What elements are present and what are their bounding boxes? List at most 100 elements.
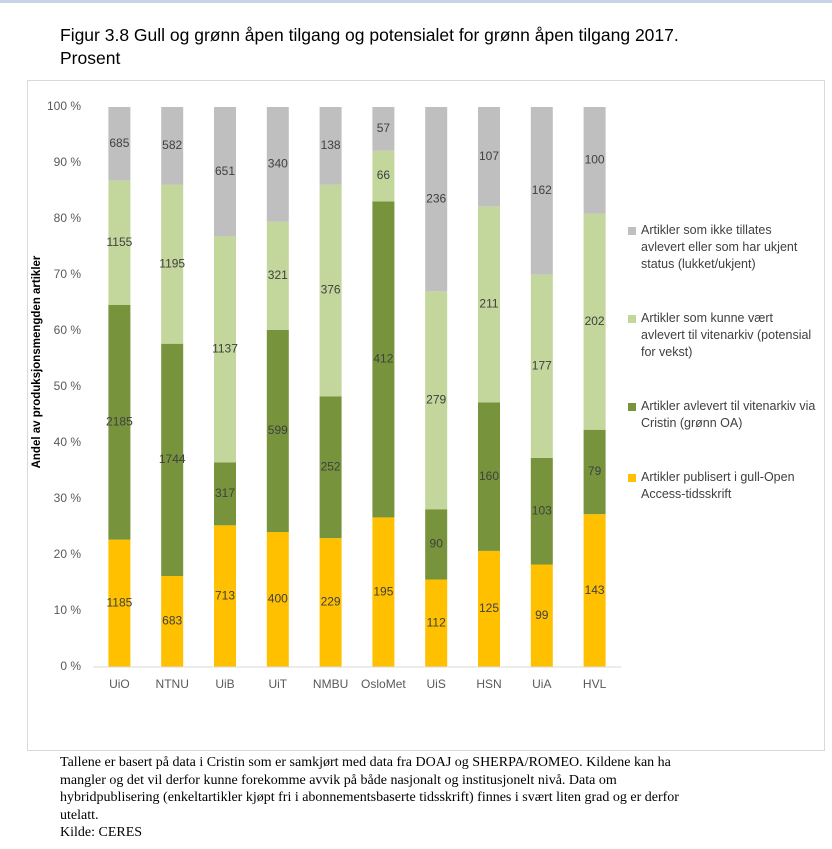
legend-swatch (628, 315, 636, 323)
data-label: 340 (268, 157, 288, 171)
data-label: 195 (373, 584, 393, 598)
data-label: 90 (430, 537, 444, 551)
bar-segment (214, 107, 236, 237)
data-label: 229 (321, 595, 341, 609)
data-label: 125 (479, 601, 499, 615)
bar-segment (530, 457, 553, 565)
y-tick-label: 60 % (54, 323, 82, 337)
legend-label: Artikler som ikke tillates avlevert elle… (641, 223, 798, 271)
x-tick-label: NMBU (313, 677, 348, 691)
bar-segment (583, 429, 606, 515)
data-label: 66 (377, 168, 391, 182)
bar-segment (583, 514, 606, 667)
data-label: 112 (427, 615, 446, 629)
data-label: 138 (321, 138, 341, 152)
note-line: hybridpublisering (enkeltartikler kjøpt … (60, 790, 679, 805)
bar-segment (319, 538, 342, 667)
bar-segment (530, 107, 553, 275)
bar-segment (425, 579, 448, 667)
legend-item: Artikler som kunne vært avlevert til vit… (628, 310, 818, 361)
data-label: 236 (426, 191, 446, 205)
bar-segment (214, 236, 236, 463)
bar-segment (161, 343, 184, 577)
data-label: 211 (479, 297, 498, 311)
x-tick-label: UiB (215, 677, 234, 691)
y-tick-label: 50 % (54, 379, 82, 393)
bar-segment (214, 462, 236, 526)
legend-swatch (628, 227, 636, 235)
y-tick-label: 80 % (54, 211, 82, 225)
bar-segment (161, 184, 184, 344)
note-line: Tallene er basert på data i Cristin som … (60, 755, 671, 770)
bar-segment (319, 396, 342, 539)
data-label: 1744 (159, 452, 186, 466)
top-edge (0, 0, 832, 3)
y-tick-label: 70 % (54, 267, 82, 281)
data-label: 1137 (212, 342, 238, 356)
data-label: 685 (109, 136, 129, 150)
chart-title: Figur 3.8 Gull og grønn åpen tilgang og … (60, 24, 679, 70)
bar-segment (372, 201, 395, 518)
data-label: 412 (373, 352, 393, 366)
title-line: Figur 3.8 Gull og grønn åpen tilgang og … (60, 25, 679, 45)
bar-segment (108, 539, 131, 667)
data-label: 1195 (159, 256, 185, 270)
title-line: Prosent (60, 48, 121, 68)
data-label: 57 (377, 121, 391, 135)
y-axis-title: Andel av produksjonsmengden artikler (31, 255, 43, 468)
bar-segment (108, 304, 131, 540)
bar-segment (478, 206, 500, 403)
legend-item: Artikler avlevert til vitenarkiv via Cri… (628, 398, 818, 432)
bar-segment (372, 517, 395, 667)
y-tick-label: 20 % (54, 547, 82, 561)
bar-segment (425, 509, 448, 580)
data-label: 160 (479, 469, 499, 483)
footnote: Tallene er basert på data i Cristin som … (60, 754, 679, 842)
data-label: 279 (426, 392, 446, 406)
bar-segment (372, 150, 395, 202)
note-line: mangler og det vil derfor kunne forekomm… (60, 772, 617, 788)
data-label: 317 (215, 486, 235, 500)
x-tick-label: UiS (427, 677, 446, 691)
data-label: 107 (479, 149, 499, 163)
x-tick-label: UiT (268, 677, 287, 691)
bar-segment (214, 525, 236, 667)
data-label: 99 (535, 608, 549, 622)
legend: Artikler som ikke tillates avlevert elle… (628, 222, 818, 503)
note-line: utelatt. (60, 807, 99, 823)
bar-segment (266, 532, 289, 667)
y-tick-label: 40 % (54, 435, 82, 449)
x-tick-label: HVL (583, 677, 607, 691)
data-label: 2185 (106, 414, 133, 428)
bar-segment (530, 274, 553, 458)
bar-segment (266, 107, 289, 222)
bar-segment (478, 107, 500, 207)
x-tick-label: NTNU (156, 677, 189, 691)
y-tick-label: 90 % (54, 155, 82, 169)
data-label: 582 (162, 138, 182, 152)
data-label: 103 (532, 503, 552, 517)
chart-frame (27, 80, 825, 751)
data-label: 651 (215, 164, 235, 178)
bar-segment (583, 107, 606, 214)
legend-label: Artikler som kunne vært avlevert til vit… (641, 311, 812, 359)
bar-segment (372, 107, 395, 151)
bar-segment (266, 221, 289, 330)
bar-segment (583, 213, 606, 430)
y-tick-label: 100 % (47, 99, 81, 113)
data-label: 713 (215, 588, 235, 602)
data-label: 100 (585, 153, 605, 167)
data-label: 252 (321, 459, 341, 473)
data-label: 79 (588, 464, 602, 478)
x-tick-label: UiO (109, 677, 130, 691)
legend-swatch (628, 474, 636, 482)
legend-label: Artikler publisert i gull-Open Access-ti… (641, 470, 795, 501)
bar-segment (530, 564, 553, 667)
x-tick-label: UiA (532, 677, 551, 691)
x-tick-label: HSN (476, 677, 501, 691)
y-tick-label: 10 % (54, 603, 82, 617)
data-label: 683 (162, 614, 182, 628)
data-label: 162 (532, 183, 552, 197)
data-label: 400 (268, 592, 288, 606)
